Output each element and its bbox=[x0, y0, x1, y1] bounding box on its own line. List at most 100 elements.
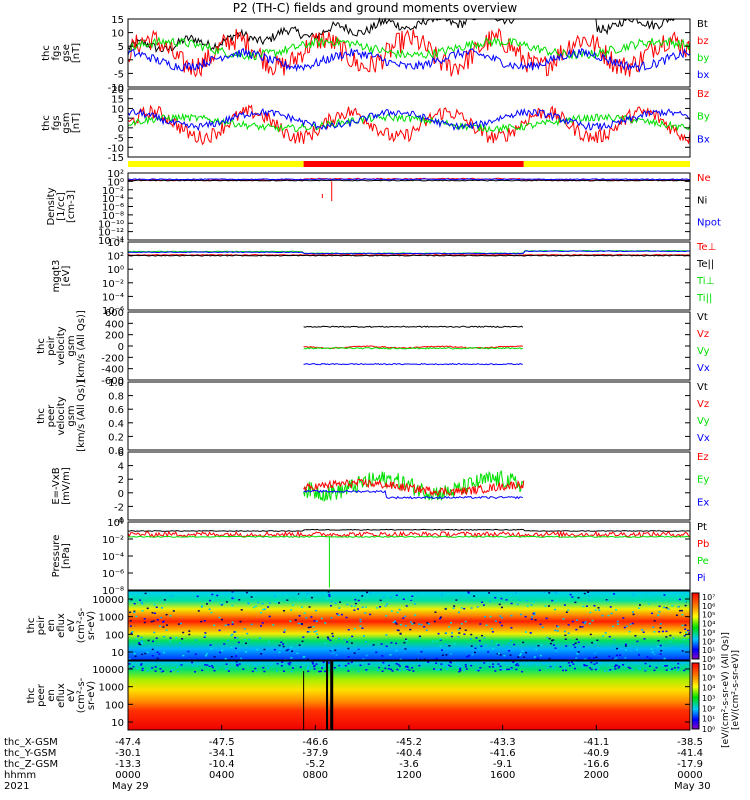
y-tick-label: 100 bbox=[105, 700, 124, 711]
spectrogram-pixel bbox=[594, 652, 597, 655]
spectrogram-pixel bbox=[156, 651, 159, 653]
spectrogram-pixel bbox=[591, 641, 594, 644]
y-axis-label: (cm²-s- bbox=[76, 607, 87, 643]
legend-entry: Te|| bbox=[696, 259, 714, 270]
spectrogram-pixel bbox=[371, 645, 374, 647]
y-tick-label: 10⁰ bbox=[107, 177, 124, 188]
spectrogram-pixel bbox=[464, 629, 467, 632]
legend-entry: Te⊥ bbox=[696, 242, 716, 253]
spectrogram-pixel bbox=[523, 656, 526, 658]
spectrogram-pixel bbox=[459, 669, 462, 672]
spectrogram-pixel bbox=[543, 591, 546, 594]
spectrogram-pixel bbox=[359, 618, 362, 621]
spectrogram-pixel bbox=[533, 613, 536, 616]
y-axis-label: E=-VxB bbox=[51, 467, 62, 504]
spectrogram-pixel bbox=[175, 636, 178, 639]
spectrogram-pixel bbox=[343, 638, 346, 641]
spectrogram-pixel bbox=[194, 670, 197, 673]
spectrogram-pixel bbox=[471, 653, 474, 656]
spectrogram-pixel bbox=[672, 646, 675, 649]
spectrogram-pixel bbox=[684, 628, 687, 630]
spectrogram-pixel bbox=[205, 653, 208, 655]
colorbar-tick-label: 10¹ bbox=[702, 646, 715, 655]
spectrogram-pixel bbox=[572, 663, 575, 665]
spectrogram-pixel bbox=[585, 664, 588, 667]
spectrogram-pixel bbox=[135, 615, 138, 618]
spectrogram-pixel bbox=[557, 626, 560, 628]
spectrogram-pixel bbox=[376, 669, 379, 672]
spectrogram-pixel bbox=[452, 607, 455, 609]
spectrogram-pixel bbox=[308, 606, 311, 608]
y-axis-label: velocity bbox=[56, 326, 67, 365]
spectrogram-pixel bbox=[439, 668, 442, 671]
spectrogram-pixel bbox=[595, 656, 598, 659]
spectrogram-pixel bbox=[233, 597, 236, 599]
spectrogram-pixel bbox=[513, 643, 516, 646]
spectrogram-pixel bbox=[247, 602, 250, 604]
panel-frame bbox=[127, 311, 691, 381]
spectrogram-pixel bbox=[210, 665, 213, 667]
spectrogram-pixel bbox=[448, 645, 451, 647]
spectrogram-pixel bbox=[275, 670, 278, 672]
spectrogram-pixel bbox=[379, 599, 382, 602]
spectrogram-pixel bbox=[165, 624, 168, 626]
spectrogram-pixel bbox=[499, 665, 502, 668]
series-Npot bbox=[127, 178, 690, 181]
y-tick-label: 0.2 bbox=[108, 432, 124, 443]
spectrogram-pixel bbox=[218, 629, 221, 632]
spectrogram-pixel bbox=[475, 637, 478, 639]
y-axis-label: [eV] bbox=[61, 266, 72, 287]
spectrogram-pixel bbox=[245, 591, 248, 594]
spectrogram-pixel bbox=[649, 657, 652, 660]
spectrogram-pixel bbox=[335, 654, 338, 656]
spectrogram-pixel bbox=[636, 648, 639, 651]
spectrogram-pixel bbox=[331, 635, 334, 637]
spectrogram-pixel bbox=[196, 595, 199, 598]
spectrogram-pixel bbox=[438, 668, 441, 671]
spectrogram-pixel bbox=[161, 607, 164, 609]
y-tick-label: -600 bbox=[101, 376, 124, 387]
spectrogram-pixel bbox=[522, 662, 525, 665]
spectrogram-pixel bbox=[688, 638, 691, 641]
spectrogram-pixel bbox=[409, 598, 412, 600]
spectrogram-pixel bbox=[547, 605, 550, 607]
spectrogram-pixel bbox=[682, 662, 685, 664]
spectrogram-pixel bbox=[677, 606, 680, 608]
spectrogram-pixel bbox=[398, 608, 401, 611]
spectrogram-pixel bbox=[579, 626, 582, 628]
spectrogram-pixel bbox=[256, 648, 259, 651]
spectrogram-pixel bbox=[470, 633, 473, 636]
spectrogram-pixel bbox=[410, 599, 413, 601]
spectrogram-pixel bbox=[594, 644, 597, 646]
spectrogram-pixel bbox=[442, 665, 445, 668]
legend-entry: Npot bbox=[697, 218, 721, 229]
y-tick-label: 10⁻⁶ bbox=[102, 306, 124, 317]
spectrogram-pixel bbox=[437, 632, 440, 635]
spectrogram-pixel bbox=[496, 664, 499, 667]
spectrogram-pixel bbox=[494, 666, 497, 669]
spectrogram-pixel bbox=[449, 665, 452, 668]
spectrogram-pixel bbox=[603, 670, 606, 672]
spectrogram-pixel bbox=[496, 653, 499, 655]
legend-entry: Vx bbox=[697, 433, 710, 444]
spectrogram-pixel bbox=[548, 637, 551, 640]
spectrogram-pixel bbox=[591, 619, 594, 622]
spectrogram-pixel bbox=[362, 658, 365, 660]
y-tick-label: 10⁰ bbox=[107, 265, 124, 276]
spectrogram-pixel bbox=[338, 644, 341, 647]
spectrogram-pixel bbox=[509, 662, 512, 665]
spectrogram-pixel bbox=[530, 618, 533, 620]
spectrogram-pixel bbox=[290, 609, 293, 611]
spectrogram-pixel bbox=[402, 668, 405, 671]
spectrogram-pixel bbox=[227, 670, 230, 672]
spectrogram-pixel bbox=[211, 593, 214, 596]
spectrogram-pixel bbox=[529, 632, 532, 634]
spectrogram-pixel bbox=[406, 665, 409, 668]
x-tick-label: -47.5 bbox=[209, 737, 235, 748]
y-axis-label: eflux bbox=[56, 613, 67, 638]
spectrogram-pixel bbox=[470, 645, 473, 647]
spectrogram-pixel bbox=[653, 653, 656, 656]
spectrogram-pixel bbox=[165, 629, 168, 631]
spectrogram-pixel bbox=[390, 641, 393, 644]
panel-frame bbox=[127, 172, 691, 241]
